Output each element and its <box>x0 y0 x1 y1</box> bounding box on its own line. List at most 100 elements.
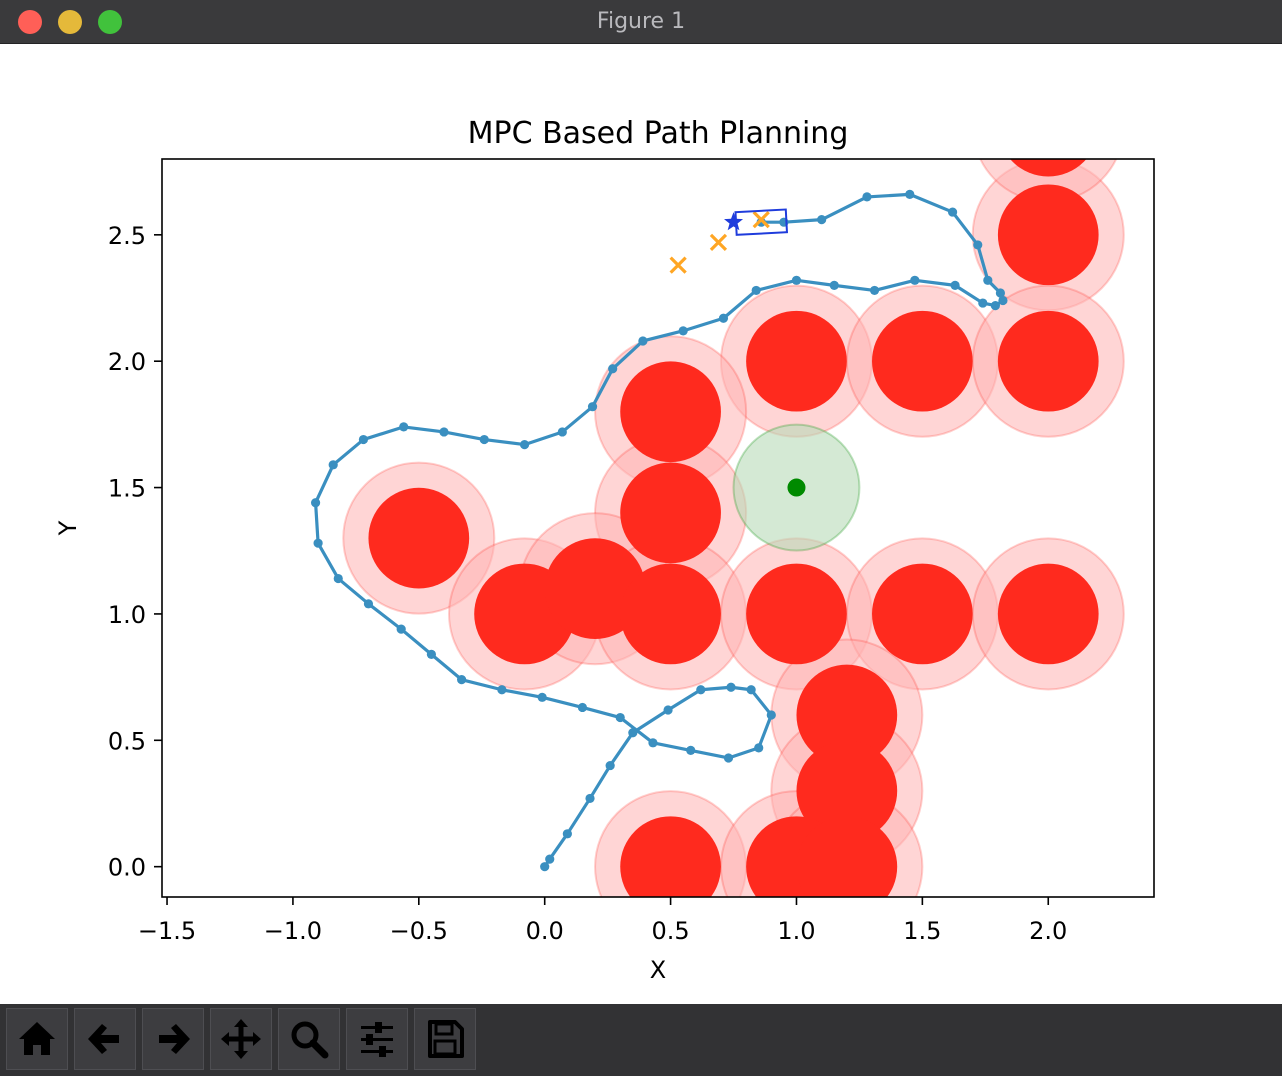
magnifier-icon <box>291 1021 329 1059</box>
path-point <box>585 793 595 804</box>
home-button[interactable] <box>6 1008 68 1070</box>
path-point <box>628 728 638 738</box>
axes-frame <box>161 158 1155 898</box>
home-icon <box>19 1022 55 1055</box>
robot-star-marker <box>724 212 744 231</box>
x-tick-label: −1.5 <box>138 917 196 945</box>
path-point <box>519 439 530 450</box>
path-point <box>746 685 756 695</box>
path-point <box>754 743 764 753</box>
path-point <box>363 599 374 609</box>
floppy-disk-icon <box>428 1020 464 1058</box>
zoom-button[interactable] <box>278 1008 340 1070</box>
obstacle <box>544 538 646 640</box>
path-point <box>723 753 734 763</box>
x-tick-label: −1.0 <box>264 917 322 945</box>
predicted-point <box>669 256 687 274</box>
path-point <box>663 705 673 715</box>
configure-subplots-button[interactable] <box>346 1008 408 1070</box>
path-point <box>333 573 343 584</box>
y-axis-label: Y <box>54 520 82 536</box>
obstacle <box>997 563 1099 665</box>
window-title: Figure 1 <box>596 9 686 34</box>
back-button[interactable] <box>74 1008 136 1070</box>
path-point <box>537 692 547 702</box>
forward-button[interactable] <box>142 1008 204 1070</box>
path-point <box>766 710 776 720</box>
path-point <box>791 275 802 285</box>
predicted-point <box>752 211 770 229</box>
zoom-window-button[interactable] <box>98 10 122 34</box>
path-point <box>328 460 338 470</box>
path-point <box>829 280 839 290</box>
obstacle-margin <box>979 159 1118 203</box>
y-tick-label: 1.5 <box>108 475 146 503</box>
axis-ticks: −1.5 −1.0 −0.5 0.0 0.5 1.0 1.5 2.0 0.0 0.5 1.0 1.5 2… <box>108 222 1068 945</box>
obstacle <box>746 563 847 665</box>
close-window-button[interactable] <box>18 10 42 34</box>
y-tick-label: 1.0 <box>108 601 146 629</box>
obstacle <box>796 664 898 766</box>
obstacle <box>997 310 1099 412</box>
sliders-icon <box>361 1022 393 1057</box>
minimize-window-button[interactable] <box>58 10 82 34</box>
x-tick-label: 1.5 <box>903 917 941 945</box>
arrow-left-icon <box>88 1024 119 1054</box>
obstacle <box>872 563 973 665</box>
save-button[interactable] <box>414 1008 476 1070</box>
path-point <box>905 189 915 199</box>
path-point <box>686 745 696 756</box>
x-tick-label: 0.5 <box>652 917 690 945</box>
x-tick-label: 2.0 <box>1029 917 1067 945</box>
obstacle <box>368 487 470 589</box>
path-point <box>358 434 369 445</box>
obstacle <box>796 740 898 842</box>
path-point <box>648 738 658 748</box>
path-point <box>869 285 880 296</box>
path-point <box>545 854 555 864</box>
path-point <box>577 702 588 713</box>
obstacle <box>997 184 1099 286</box>
obstacle <box>746 310 847 412</box>
path-point <box>678 326 688 336</box>
x-tick-label: 0.0 <box>526 917 564 945</box>
goal-point <box>787 478 806 497</box>
obstacle <box>1010 159 1087 177</box>
path-point <box>998 295 1008 306</box>
path-point <box>995 288 1006 298</box>
path-point <box>817 215 827 225</box>
path-point <box>313 538 323 548</box>
window-titlebar: Figure 1 <box>0 0 1282 44</box>
path-point <box>983 275 993 285</box>
path-point <box>862 192 872 202</box>
path-point <box>751 285 761 296</box>
path-point <box>605 760 615 771</box>
path-point <box>726 682 736 692</box>
obstacle <box>620 563 721 665</box>
chart-title: MPC Based Path Planning <box>468 116 849 151</box>
x-tick-label: 1.0 <box>777 917 815 945</box>
path-point <box>426 649 437 659</box>
path-point <box>587 402 598 412</box>
path-point <box>718 313 729 323</box>
path-point <box>910 275 920 285</box>
path-point <box>608 364 618 374</box>
path-point <box>439 427 449 437</box>
path-point <box>562 829 572 839</box>
path-point <box>638 336 648 346</box>
pan-button[interactable] <box>210 1008 272 1070</box>
path-point <box>950 280 960 290</box>
path-point <box>396 624 406 634</box>
path-point <box>973 240 983 250</box>
move-icon <box>221 1019 261 1059</box>
obstacle <box>620 361 721 463</box>
path-point <box>457 675 467 685</box>
predicted-point <box>709 233 728 252</box>
navigation-toolbar <box>0 1004 1282 1076</box>
path-point <box>399 422 409 432</box>
path-point <box>497 685 507 695</box>
y-tick-label: 0.0 <box>108 854 146 882</box>
path-point <box>990 300 1000 311</box>
plot-area: MPC Based Path Planning −1.5 −1.0 −0.5 0.0 0… <box>54 116 1155 984</box>
obstacle <box>796 816 898 897</box>
